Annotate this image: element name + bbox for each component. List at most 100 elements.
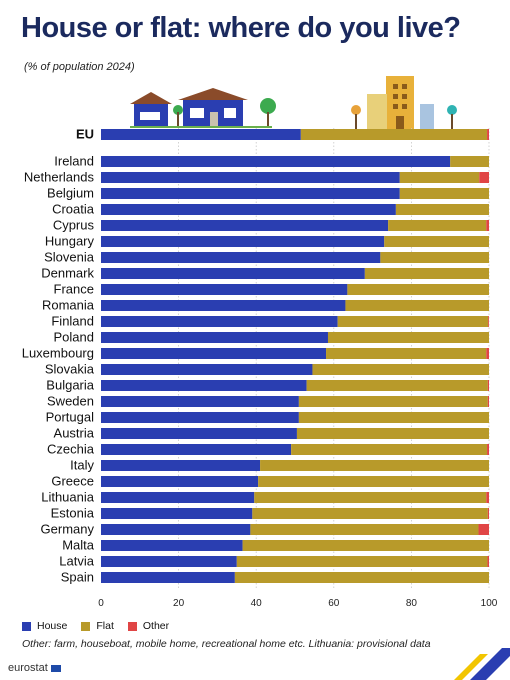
- bar-house-hungary: [101, 236, 385, 247]
- bar-other-germany: [478, 524, 489, 535]
- bar-flat-austria: [296, 428, 489, 439]
- bar-flat-estonia: [252, 508, 488, 519]
- bar-flat-czechia: [291, 444, 488, 455]
- category-label-austria: Austria: [54, 426, 95, 441]
- bar-flat-eu: [300, 129, 488, 140]
- bar-house-poland: [101, 332, 328, 343]
- bar-flat-greece: [258, 476, 489, 487]
- category-label-luxembourg: Luxembourg: [22, 346, 94, 361]
- legend-item-house: House: [22, 620, 67, 632]
- bar-other-eu: [487, 129, 489, 140]
- tick-label-60: 60: [328, 598, 340, 609]
- bar-flat-germany: [250, 524, 479, 535]
- bar-flat-denmark: [364, 268, 489, 279]
- category-label-portugal: Portugal: [46, 410, 95, 425]
- category-label-estonia: Estonia: [51, 506, 95, 521]
- bar-flat-france: [347, 284, 489, 295]
- bar-house-sweden: [101, 396, 299, 407]
- category-label-greece: Greece: [51, 474, 94, 489]
- bar-flat-slovakia: [312, 364, 489, 375]
- bar-flat-malta: [242, 540, 489, 551]
- bar-other-luxembourg: [486, 348, 489, 359]
- tick-label-20: 20: [173, 598, 185, 609]
- bar-other-bulgaria: [487, 380, 489, 391]
- bar-flat-spain: [234, 572, 489, 583]
- chart-title: House or flat: where do you live?: [21, 12, 461, 44]
- category-label-bulgaria: Bulgaria: [46, 378, 94, 393]
- houses-illustration: [130, 88, 276, 128]
- category-label-france: France: [54, 282, 94, 297]
- bar-house-denmark: [101, 268, 365, 279]
- category-label-hungary: Hungary: [45, 234, 95, 249]
- bar-house-ireland: [101, 156, 451, 167]
- bar-flat-latvia: [236, 556, 488, 567]
- legend-item-other: Other: [127, 620, 170, 632]
- bar-house-latvia: [101, 556, 237, 567]
- category-label-netherlands: Netherlands: [24, 170, 95, 185]
- bar-house-luxembourg: [101, 348, 327, 359]
- bar-other-lithuania: [486, 492, 489, 503]
- category-label-slovenia: Slovenia: [44, 250, 95, 265]
- category-label-czechia: Czechia: [47, 442, 95, 457]
- category-label-malta: Malta: [62, 538, 95, 553]
- legend-label-house: House: [37, 620, 68, 632]
- bar-house-estonia: [101, 508, 253, 519]
- category-label-lithuania: Lithuania: [41, 490, 95, 505]
- eu-flag-icon: [50, 664, 61, 672]
- bar-house-eu: [101, 129, 301, 140]
- legend-item-flat: Flat: [81, 620, 114, 632]
- bar-other-latvia: [487, 556, 489, 567]
- bar-other-sweden: [487, 396, 489, 407]
- bar-house-malta: [101, 540, 243, 551]
- corner-decoration-icon: [454, 648, 510, 680]
- stacked-bar-chart: EU IrelandNetherlandsBelgiumCroatiaCyprus…: [22, 76, 498, 609]
- bar-house-germany: [101, 524, 251, 535]
- bar-flat-bulgaria: [306, 380, 488, 391]
- other-swatch: [127, 621, 137, 631]
- footer: eurostat: [0, 648, 510, 680]
- footnote: Other: farm, houseboat, mobile home, rec…: [22, 638, 431, 650]
- bar-house-italy: [101, 460, 261, 471]
- bar-flat-hungary: [384, 236, 489, 247]
- house-swatch: [22, 621, 31, 631]
- category-label-eu: EU: [76, 127, 94, 142]
- category-label-germany: Germany: [41, 522, 95, 537]
- bar-flat-slovenia: [380, 252, 489, 263]
- bar-flat-sweden: [298, 396, 488, 407]
- category-label-slovakia: Slovakia: [45, 362, 95, 377]
- bar-flat-croatia: [395, 204, 489, 215]
- legend-label-other: Other: [142, 620, 170, 632]
- category-labels: EU IrelandNetherlandsBelgiumCroatiaCyprus…: [22, 127, 95, 585]
- category-label-croatia: Croatia: [52, 202, 95, 217]
- bar-house-lithuania: [101, 492, 255, 503]
- bar-house-spain: [101, 572, 235, 583]
- category-label-ireland: Ireland: [54, 154, 94, 169]
- bar-flat-finland: [337, 316, 489, 327]
- category-label-denmark: Denmark: [41, 266, 94, 281]
- x-axis-ticks: 0 20 40 60 80 100: [98, 598, 498, 609]
- category-label-italy: Italy: [70, 458, 94, 473]
- bar-flat-cyprus: [388, 220, 487, 231]
- category-label-latvia: Latvia: [59, 554, 94, 569]
- chart-subtitle: (% of population 2024): [24, 61, 135, 73]
- category-label-finland: Finland: [51, 314, 94, 329]
- bar-house-cyprus: [101, 220, 389, 231]
- bar-other-finland: [488, 316, 489, 327]
- legend-label-flat: Flat: [96, 620, 114, 632]
- bar-other-netherlands: [479, 172, 489, 183]
- bar-flat-romania: [345, 300, 489, 311]
- bar-flat-italy: [260, 460, 489, 471]
- tick-label-0: 0: [98, 598, 104, 609]
- bar-flat-lithuania: [254, 492, 487, 503]
- flat-swatch: [81, 621, 91, 631]
- flats-illustration: [351, 76, 457, 130]
- tick-label-80: 80: [406, 598, 418, 609]
- bar-house-netherlands: [101, 172, 400, 183]
- tick-label-100: 100: [481, 598, 498, 609]
- eurostat-logo: eurostat: [8, 662, 61, 674]
- bar-other-estonia: [487, 508, 489, 519]
- category-label-sweden: Sweden: [47, 394, 94, 409]
- bar-house-bulgaria: [101, 380, 307, 391]
- bars: [101, 129, 489, 583]
